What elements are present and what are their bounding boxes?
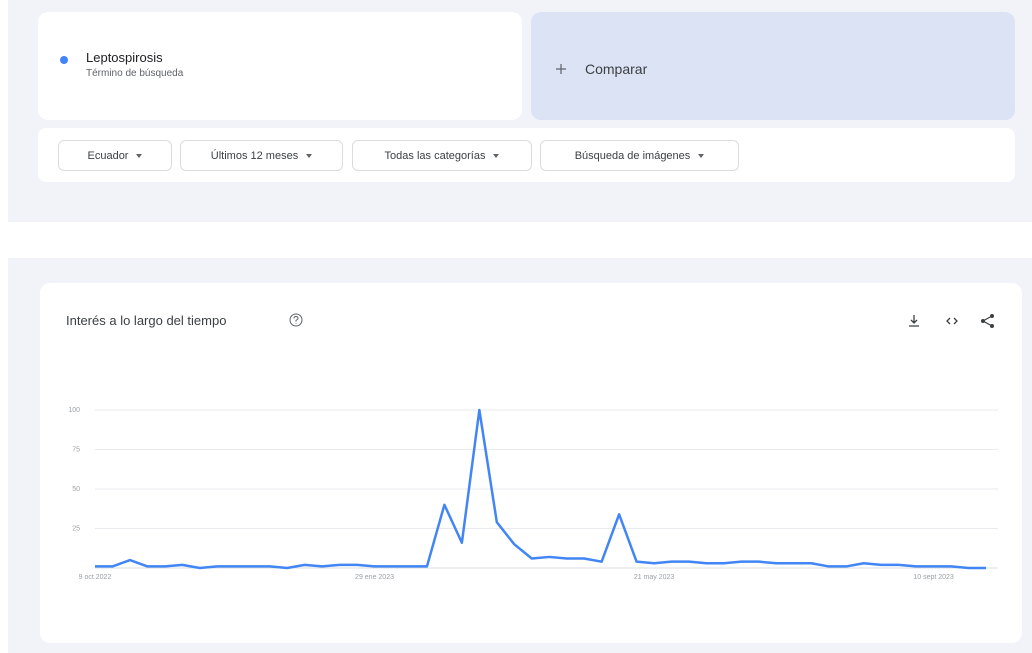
toolbar-icons[interactable] [906,313,996,329]
share-icon[interactable] [981,314,994,328]
filter-label: Búsqueda de imágenes [574,149,691,162]
term-subtitle: Término de búsqueda [86,68,184,79]
chart-title: Interés a lo largo del tiempo [66,313,227,328]
trend-line [95,408,986,570]
y-tick-label: 75 [72,446,80,453]
filter-button[interactable]: Búsqueda de imágenes [540,140,739,171]
filter-label: Últimos 12 meses [210,149,299,162]
caret [306,153,313,158]
help-icon[interactable] [288,312,304,328]
y-tick-label: 25 [72,525,80,532]
filter-label: Ecuador [87,149,129,162]
filter-button[interactable]: Ecuador [58,140,172,171]
chart-card: Interés a lo largo del tiempo 25 50 75 100 9… [40,283,1022,643]
x-tick-label: 29 ene 2023 [355,574,394,581]
filter-bar [38,128,1015,182]
filter-button[interactable]: Últimos 12 meses [180,140,343,171]
download-icon[interactable] [909,315,919,327]
filter-label: Todas las categorías [384,149,486,162]
caret [136,153,143,158]
term-dot [60,56,68,64]
term-card[interactable]: Leptospirosis Término de búsqueda [38,12,522,120]
term: Leptospirosis [86,50,163,65]
x-tick-label: 10 sept 2023 [913,574,954,581]
x-tick-label: 21 may 2023 [634,574,675,581]
caret [698,153,705,158]
plus-icon [556,64,566,74]
x-tick-label: 9 oct 2022 [79,574,112,581]
compare-card[interactable]: Comparar [531,12,1015,120]
chart: 25 50 75 100 9 oct 2022 29 ene 2023 21 may 202… [68,407,998,581]
filter-button[interactable]: Todas las categorías [352,140,532,171]
compare-label: Comparar [585,61,648,77]
caret [493,153,500,158]
y-tick-label: 100 [68,407,80,414]
y-tick-label: 50 [72,486,80,493]
embed-icon[interactable] [946,317,958,325]
